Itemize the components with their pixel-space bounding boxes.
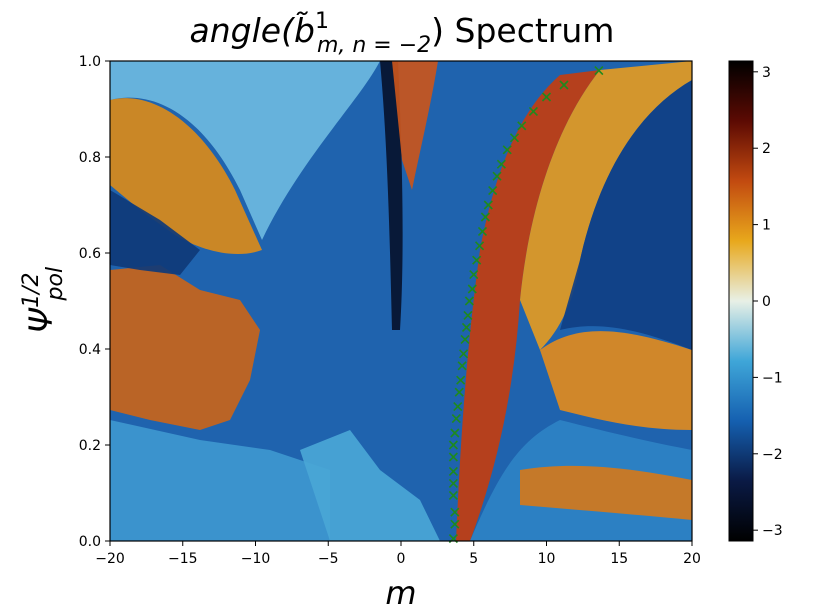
heatmap-region-left-lower-stripes	[110, 420, 330, 541]
y-tick-label: 0.0	[79, 534, 101, 550]
y-tick-label: 0.6	[79, 246, 101, 262]
marker-point	[461, 322, 472, 332]
title-symbol: b̃	[294, 11, 315, 50]
colorbar-tick-label: −2	[762, 447, 783, 463]
x-tick-label: 20	[683, 551, 701, 567]
heatmap-region-right-darkblue	[560, 80, 692, 350]
marker-point	[509, 133, 520, 143]
marker-point	[469, 270, 479, 280]
marker-point	[448, 478, 458, 488]
y-axis: 0.0 0.2 0.4 0.6 0.8 1.0	[79, 54, 110, 550]
plot-area	[109, 60, 693, 544]
title-prefix: angle(	[190, 11, 297, 50]
x-tick-label: 10	[538, 551, 556, 567]
marker-point	[450, 519, 460, 529]
colorbar-tick-label: 1	[762, 218, 771, 234]
colorbar-gradient	[728, 60, 754, 542]
marker-point	[488, 186, 498, 196]
svg-text:Ψ1/2pol: Ψ1/2pol	[19, 267, 68, 333]
colorbar-tick-label: 3	[762, 65, 771, 81]
marker-point	[453, 402, 463, 412]
x-tick-label: 15	[610, 551, 628, 567]
marker-point	[451, 414, 461, 424]
marker-point	[450, 507, 460, 517]
y-label-superscript: 1/2	[19, 272, 44, 307]
marker-point	[502, 145, 512, 155]
marker-point	[454, 387, 464, 397]
marker-point	[483, 200, 493, 210]
heatmap-field	[110, 61, 692, 541]
heatmap-region-right-orange-lobe	[540, 331, 692, 430]
x-tick-label: 5	[469, 551, 478, 567]
colorbar-tick-label: 2	[762, 141, 771, 157]
title-suffix: ) Spectrum	[431, 11, 614, 50]
marker-point	[496, 159, 506, 169]
marker-point	[464, 296, 474, 306]
marker-point	[457, 361, 467, 371]
y-axis-label: Ψ1/2pol	[19, 267, 68, 333]
heatmap-region-mid-lightblue	[300, 430, 440, 541]
y-tick-label: 0.4	[79, 342, 101, 358]
marker-point	[492, 171, 502, 181]
title-superscript: 1	[315, 9, 329, 34]
marker-point	[477, 226, 488, 236]
marker-point	[456, 375, 466, 385]
marker-point	[594, 66, 604, 76]
x-tick-label: −5	[318, 551, 339, 567]
heatmap-region-left-mixed-dark	[110, 190, 200, 275]
marker-series	[448, 66, 604, 544]
colorbar-tick-label: −1	[762, 370, 783, 386]
colorbar-tick-label: −3	[762, 523, 783, 539]
marker-point	[517, 121, 527, 131]
marker-point	[475, 241, 485, 251]
y-label-subscript: pol	[43, 267, 68, 302]
chart-title: angle(b̃1 m, n = −2) Spectrum	[190, 9, 615, 58]
y-tick-label: 1.0	[79, 54, 101, 70]
heatmap-region-center-orange-stripe	[392, 61, 438, 190]
marker-point	[460, 334, 470, 344]
x-tick-label: 0	[397, 551, 406, 567]
colorbar-tick-label: 0	[762, 294, 771, 310]
heatmap-region-red-band	[456, 70, 600, 541]
marker-point	[480, 212, 490, 222]
x-tick-label: −15	[168, 551, 198, 567]
marker-point	[472, 255, 482, 265]
x-tick-label: −20	[95, 551, 125, 567]
marker-point	[448, 440, 458, 450]
marker-point	[450, 428, 460, 438]
colorbar-ticks: 3 2 1 0 −1 −2 −3	[753, 65, 783, 539]
colorbar: 3 2 1 0 −1 −2 −3	[728, 60, 783, 542]
heatmap-region-left-mixed-orange	[110, 265, 260, 430]
title-subscript: m, n = −2	[317, 33, 431, 58]
marker-point	[448, 452, 458, 462]
marker-point	[528, 106, 538, 116]
heatmap-region-upper-left-lightblue	[110, 61, 380, 240]
heatmap-region-lower-right-orange-stripes	[520, 465, 692, 520]
x-axis: −20 −15 −10 −5 0 5 10 15 20	[95, 541, 701, 567]
y-tick-label: 0.8	[79, 150, 101, 166]
marker-point	[448, 466, 458, 476]
marker-point	[541, 92, 552, 102]
y-label-symbol: Ψ	[22, 307, 60, 333]
y-tick-label: 0.2	[79, 438, 101, 454]
marker-point	[463, 310, 473, 320]
marker-point	[448, 490, 458, 500]
heatmap-region-orange-band	[520, 61, 692, 350]
marker-point	[458, 349, 469, 359]
heatmap-region-center-dark	[380, 61, 403, 330]
marker-point	[559, 80, 569, 90]
marker-point	[467, 284, 477, 294]
x-axis-label: m	[385, 574, 416, 611]
x-tick-label: −10	[241, 551, 271, 567]
